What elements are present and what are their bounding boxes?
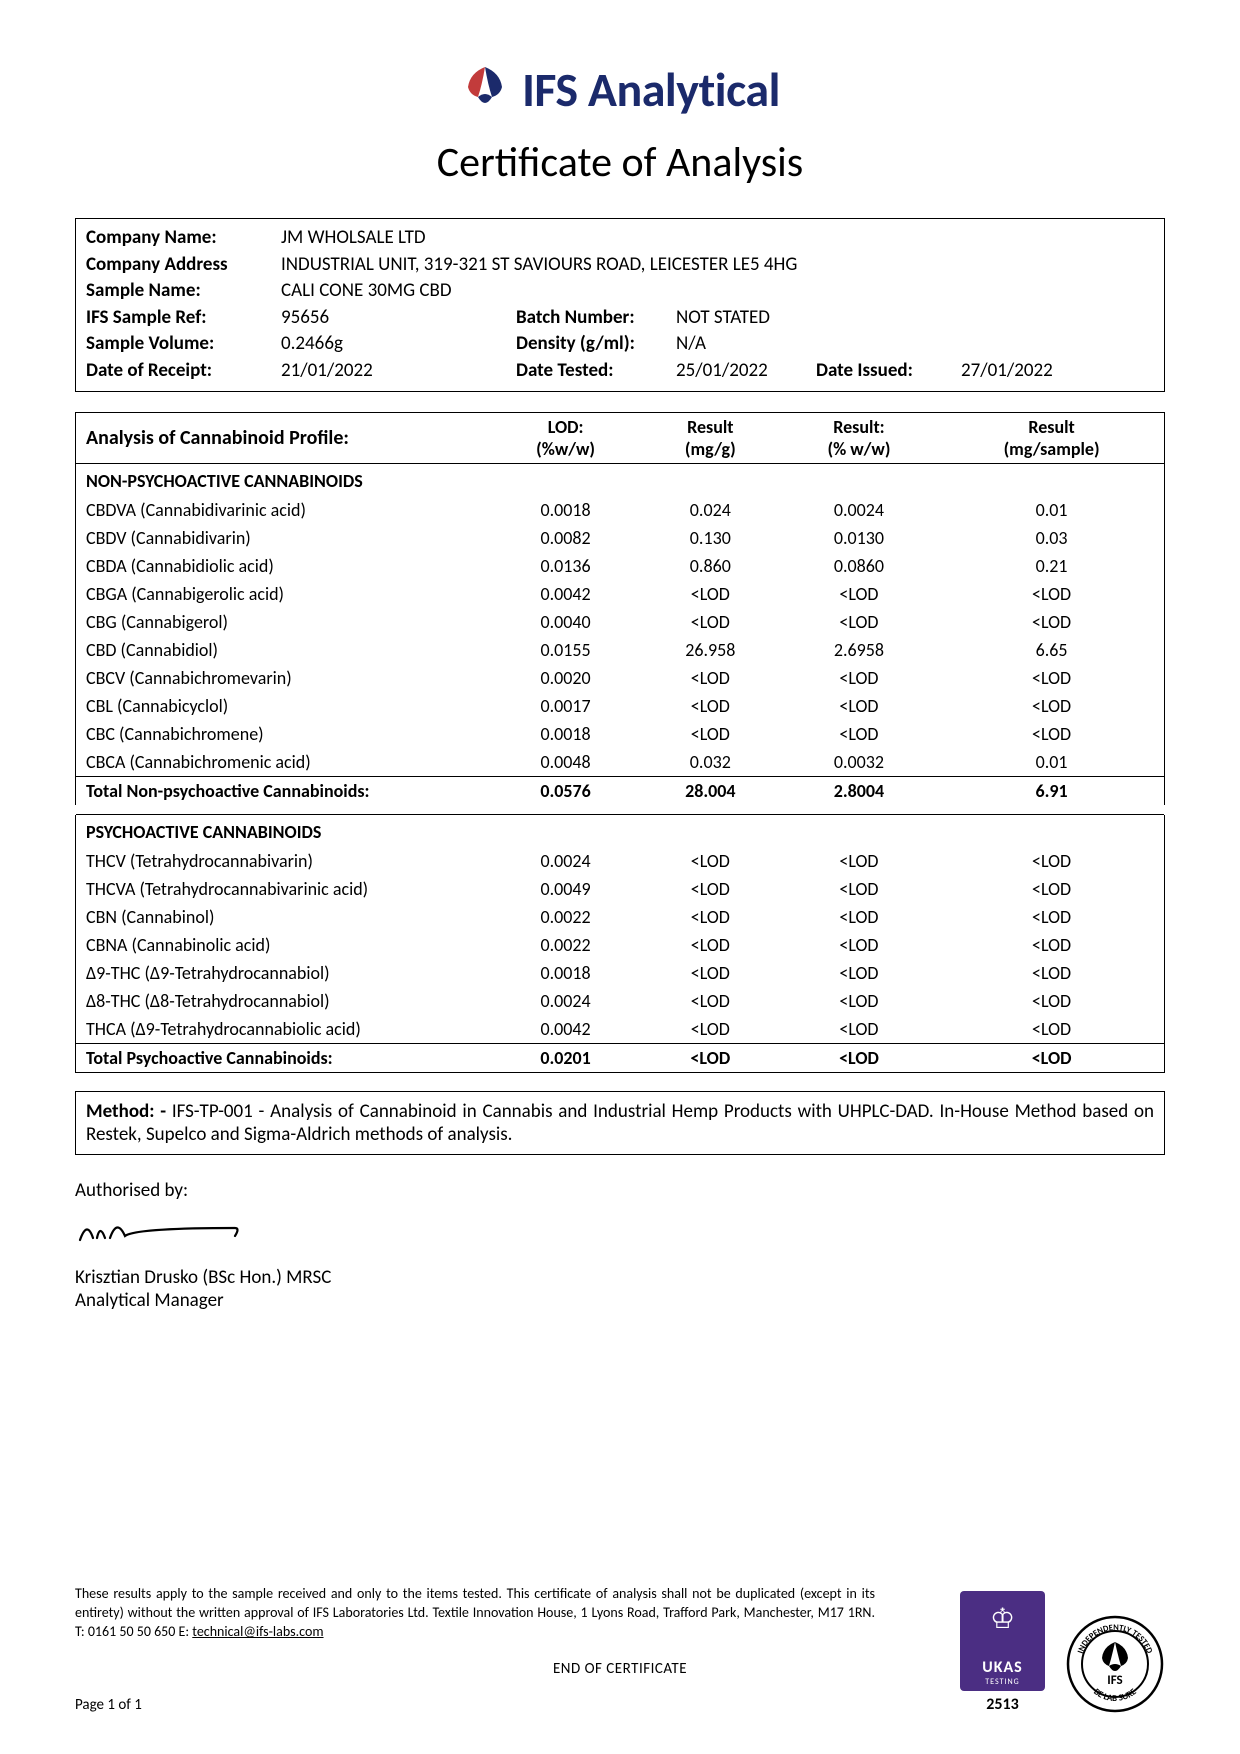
analysis-table: Analysis of Cannabinoid Profile: LOD:(%w… xyxy=(75,412,1165,1074)
brand-name: IFS Analytical xyxy=(522,60,780,119)
logo-header: IFS Analytical Certificate of Analysis xyxy=(75,60,1165,188)
sample-ref-label: IFS Sample Ref: xyxy=(86,305,281,332)
authorisation-section: Authorised by: Krisztian Drusko (BSc Hon… xyxy=(75,1179,1165,1312)
receipt-label: Date of Receipt: xyxy=(86,358,281,385)
svg-text:BE LAB SURE: BE LAB SURE xyxy=(1091,1686,1139,1704)
signatory-title: Analytical Manager xyxy=(75,1289,1165,1312)
method-label: Method: - xyxy=(86,1100,166,1123)
company-address-value: INDUSTRIAL UNIT, 319-321 ST SAVIOURS ROA… xyxy=(281,252,1154,279)
table-row: Δ9-THC (Δ9-Tetrahydrocannabiol)0.0018<LO… xyxy=(76,959,1165,987)
table-row: CBDV (Cannabidivarin)0.00820.1300.01300.… xyxy=(76,524,1165,552)
issued-value: 27/01/2022 xyxy=(961,358,1154,385)
method-text: IFS-TP-001 - Analysis of Cannabinoid in … xyxy=(86,1100,1154,1146)
footer: These results apply to the sample receiv… xyxy=(75,1585,1165,1714)
footer-disclaimer: These results apply to the sample receiv… xyxy=(75,1585,875,1642)
signature xyxy=(75,1210,1165,1256)
sample-name-label: Sample Name: xyxy=(86,278,281,305)
method-box: Method: - IFS-TP-001 - Analysis of Canna… xyxy=(75,1091,1165,1155)
volume-label: Sample Volume: xyxy=(86,331,281,358)
table-row: Δ8-THC (Δ8-Tetrahydrocannabiol)0.0024<LO… xyxy=(76,987,1165,1015)
table-row: CBGA (Cannabigerolic acid)0.0042<LOD<LOD… xyxy=(76,580,1165,608)
authorised-label: Authorised by: xyxy=(75,1179,1165,1202)
sample-name-value: CALI CONE 30MG CBD xyxy=(281,278,1154,305)
receipt-value: 21/01/2022 xyxy=(281,358,516,385)
table-row: THCV (Tetrahydrocannabivarin)0.0024<LOD<… xyxy=(76,847,1165,875)
ifs-seal-logo: IFS INDEPENDENTLY TESTED BE LAB SURE xyxy=(1065,1614,1165,1714)
company-name-label: Company Name: xyxy=(86,225,281,252)
table-row: CBN (Cannabinol)0.0022<LOD<LOD<LOD xyxy=(76,903,1165,931)
issued-label: Date Issued: xyxy=(816,358,961,385)
table-row: THCVA (Tetrahydrocannabivarinic acid)0.0… xyxy=(76,875,1165,903)
table-row: CBL (Cannabicyclol)0.0017<LOD<LOD<LOD xyxy=(76,692,1165,720)
table-row: CBG (Cannabigerol)0.0040<LOD<LOD<LOD xyxy=(76,608,1165,636)
svg-text:INDEPENDENTLY TESTED: INDEPENDENTLY TESTED xyxy=(1076,1623,1154,1656)
section-header: NON-PSYCHOACTIVE CANNABINOIDS xyxy=(76,463,1165,496)
table-row: CBCA (Cannabichromenic acid)0.00480.0320… xyxy=(76,748,1165,777)
table-row: CBCV (Cannabichromevarin)0.0020<LOD<LOD<… xyxy=(76,664,1165,692)
certificate-title: Certificate of Analysis xyxy=(75,137,1165,188)
logo-icon xyxy=(460,65,510,114)
footer-email-link[interactable]: technical@ifs-labs.com xyxy=(192,1623,323,1640)
crown-icon: ♔ xyxy=(990,1601,1015,1636)
company-name-value: JM WHOLSALE LTD xyxy=(281,225,1154,252)
col-lod: LOD:(%w/w) xyxy=(489,412,642,463)
tested-value: 25/01/2022 xyxy=(676,358,816,385)
batch-value: NOT STATED xyxy=(676,305,816,332)
section-header: PSYCHOACTIVE CANNABINOIDS xyxy=(76,815,1165,848)
table-row: THCA (Δ9-Tetrahydrocannabiolic acid)0.00… xyxy=(76,1015,1165,1044)
info-box: Company Name: JM WHOLSALE LTD Company Ad… xyxy=(75,218,1165,392)
density-value: N/A xyxy=(676,331,816,358)
table-row: CBD (Cannabidiol)0.015526.9582.69586.65 xyxy=(76,636,1165,664)
sample-ref-value: 95656 xyxy=(281,305,516,332)
col-result-mgg: Result(mg/g) xyxy=(642,412,779,463)
table-row: CBDVA (Cannabidivarinic acid)0.00180.024… xyxy=(76,496,1165,524)
table-row: Total Psychoactive Cannabinoids:0.0201<L… xyxy=(76,1044,1165,1073)
table-row: CBDA (Cannabidiolic acid)0.01360.8600.08… xyxy=(76,552,1165,580)
tested-label: Date Tested: xyxy=(516,358,676,385)
col-result-sample: Result(mg/sample) xyxy=(939,412,1164,463)
table-row: CBC (Cannabichromene)0.0018<LOD<LOD<LOD xyxy=(76,720,1165,748)
table-row: Total Non-psychoactive Cannabinoids:0.05… xyxy=(76,776,1165,805)
volume-value: 0.2466g xyxy=(281,331,516,358)
ukas-number: 2513 xyxy=(960,1695,1045,1714)
batch-label: Batch Number: xyxy=(516,305,676,332)
ukas-logo: ♔ UKAS TESTING 2513 xyxy=(960,1591,1045,1714)
density-label: Density (g/ml): xyxy=(516,331,676,358)
analysis-title: Analysis of Cannabinoid Profile: xyxy=(76,412,490,463)
col-result-pct: Result:(% w/w) xyxy=(779,412,939,463)
company-address-label: Company Address xyxy=(86,252,281,279)
svg-text:IFS: IFS xyxy=(1107,1673,1122,1688)
signatory-name: Krisztian Drusko (BSc Hon.) MRSC xyxy=(75,1266,1165,1289)
table-row: CBNA (Cannabinolic acid)0.0022<LOD<LOD<L… xyxy=(76,931,1165,959)
